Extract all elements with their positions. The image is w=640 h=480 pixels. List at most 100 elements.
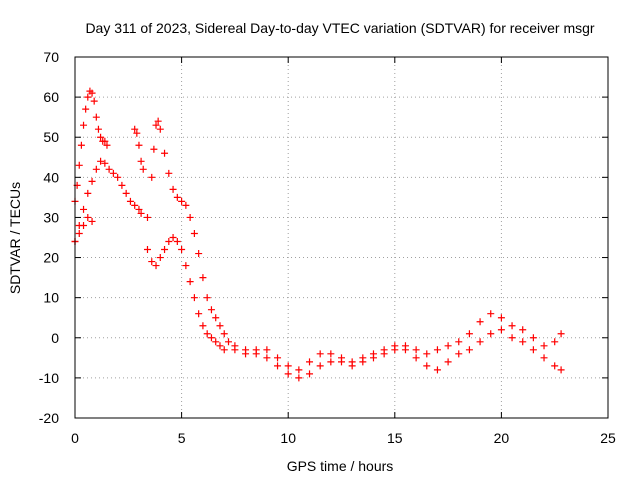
- series-0: [71, 87, 111, 205]
- data-point: [412, 346, 420, 354]
- data-point: [88, 177, 96, 185]
- data-point: [97, 157, 105, 165]
- data-point: [465, 346, 473, 354]
- data-point: [178, 197, 186, 205]
- data-point: [148, 258, 156, 266]
- x-tick-label: 5: [178, 430, 186, 446]
- data-point: [274, 362, 282, 370]
- data-point: [508, 322, 516, 330]
- data-point: [306, 370, 314, 378]
- data-point: [131, 201, 139, 209]
- data-point: [84, 189, 92, 197]
- data-point: [519, 338, 527, 346]
- data-point: [487, 330, 495, 338]
- data-point: [156, 254, 164, 262]
- data-point: [80, 205, 88, 213]
- data-point: [152, 121, 160, 129]
- y-tick-label: 60: [43, 89, 59, 105]
- data-point: [173, 238, 181, 246]
- data-point: [263, 346, 271, 354]
- x-tick-label: 10: [280, 430, 296, 446]
- data-point: [173, 193, 181, 201]
- data-point: [263, 354, 271, 362]
- data-point: [137, 157, 145, 165]
- x-axis-label: GPS time / hours: [287, 458, 394, 474]
- data-point: [497, 326, 505, 334]
- grid-lines: [75, 57, 608, 418]
- data-point: [156, 125, 164, 133]
- y-axis-label: SDTVAR / TECUs: [7, 182, 23, 294]
- data-point: [195, 310, 203, 318]
- data-point: [455, 350, 463, 358]
- data-point: [139, 165, 147, 173]
- data-point: [154, 117, 162, 125]
- data-point: [90, 97, 98, 105]
- data-point: [88, 89, 96, 97]
- data-point: [225, 338, 233, 346]
- y-tick-label: 50: [43, 129, 59, 145]
- data-point: [551, 362, 559, 370]
- y-tick-label: 40: [43, 169, 59, 185]
- data-point: [391, 346, 399, 354]
- data-point: [212, 314, 220, 322]
- data-point: [540, 342, 548, 350]
- data-point: [105, 165, 113, 173]
- data-point: [101, 159, 109, 167]
- data-point: [203, 294, 211, 302]
- data-point: [242, 350, 250, 358]
- x-tick-label: 0: [71, 430, 79, 446]
- y-tick-label: -10: [39, 370, 59, 386]
- x-tick-label: 25: [600, 430, 616, 446]
- data-point: [165, 169, 173, 177]
- data-point: [444, 342, 452, 350]
- data-point: [75, 229, 83, 237]
- data-point: [551, 338, 559, 346]
- data-point: [306, 358, 314, 366]
- data-point: [423, 362, 431, 370]
- data-point: [216, 322, 224, 330]
- data-point: [109, 169, 117, 177]
- data-point: [519, 326, 527, 334]
- data-point: [401, 346, 409, 354]
- data-point: [152, 262, 160, 270]
- x-tick-label: 20: [494, 430, 510, 446]
- data-point: [207, 334, 215, 342]
- data-point: [295, 366, 303, 374]
- data-point: [118, 181, 126, 189]
- data-point: [412, 354, 420, 362]
- data-point: [231, 346, 239, 354]
- data-point: [207, 306, 215, 314]
- y-tick-label: 20: [43, 250, 59, 266]
- data-point: [327, 350, 335, 358]
- data-point: [84, 93, 92, 101]
- data-point: [126, 197, 134, 205]
- data-point: [295, 374, 303, 382]
- x-tick-label: 15: [387, 430, 403, 446]
- data-point: [92, 113, 100, 121]
- data-point: [476, 338, 484, 346]
- data-point: [216, 342, 224, 350]
- data-point: [182, 201, 190, 209]
- data-point: [190, 294, 198, 302]
- data-point: [433, 346, 441, 354]
- data-point: [88, 217, 96, 225]
- data-point: [199, 322, 207, 330]
- series-5: [143, 234, 565, 382]
- data-point: [94, 125, 102, 133]
- data-point: [338, 358, 345, 366]
- data-point: [165, 238, 173, 246]
- data-points: [71, 87, 565, 382]
- data-point: [380, 350, 388, 358]
- data-point: [327, 358, 335, 366]
- y-tick-label: 10: [43, 290, 59, 306]
- data-point: [84, 213, 92, 221]
- data-point: [540, 354, 548, 362]
- data-point: [497, 314, 505, 322]
- data-point: [359, 358, 367, 366]
- data-point: [143, 213, 151, 221]
- data-point: [252, 350, 260, 358]
- data-point: [476, 318, 484, 326]
- data-point: [487, 310, 495, 318]
- data-point: [529, 346, 537, 354]
- data-point: [135, 141, 143, 149]
